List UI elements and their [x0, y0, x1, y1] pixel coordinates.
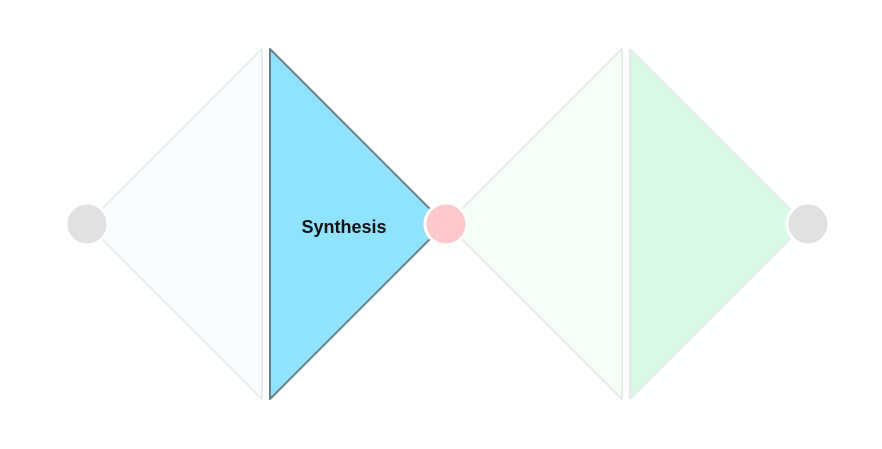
segment-1-shape[interactable] — [86, 48, 263, 400]
segment-2-shape[interactable] — [269, 48, 446, 400]
segment-3[interactable] — [446, 48, 623, 400]
segment-3-shape[interactable] — [446, 48, 623, 400]
segment-4-shape[interactable] — [629, 48, 806, 400]
node-start[interactable] — [64, 201, 110, 247]
segment-2-label: Synthesis — [301, 217, 386, 237]
segment-1[interactable] — [86, 48, 263, 400]
segment-4[interactable] — [629, 48, 806, 400]
segment-2[interactable]: Synthesis — [269, 48, 446, 400]
node-end[interactable] — [785, 201, 831, 247]
node-middle[interactable] — [423, 201, 469, 247]
